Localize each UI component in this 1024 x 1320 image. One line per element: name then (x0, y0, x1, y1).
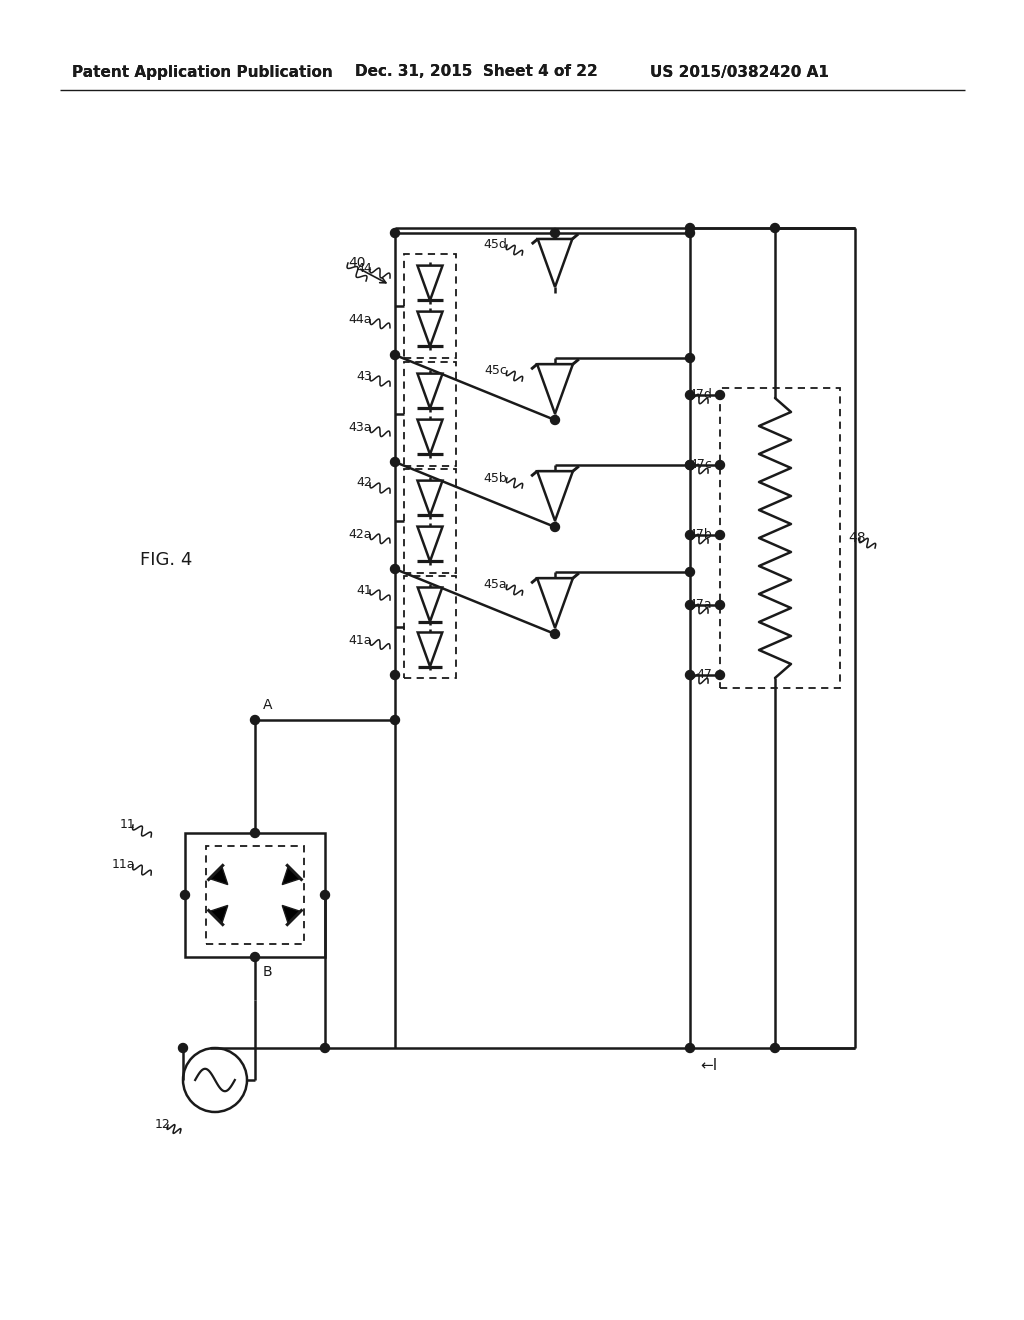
Polygon shape (418, 312, 442, 346)
Circle shape (685, 461, 694, 470)
Text: 11: 11 (119, 818, 135, 832)
Text: A: A (263, 698, 272, 711)
Circle shape (321, 891, 330, 899)
Text: US 2015/0382420 A1: US 2015/0382420 A1 (650, 65, 828, 79)
Circle shape (551, 523, 559, 532)
Text: 12: 12 (155, 1118, 170, 1131)
Text: 47: 47 (696, 668, 712, 681)
Text: Dec. 31, 2015  Sheet 4 of 22: Dec. 31, 2015 Sheet 4 of 22 (355, 65, 598, 79)
Circle shape (770, 223, 779, 232)
Polygon shape (538, 239, 572, 286)
Text: 47a: 47a (688, 598, 712, 611)
Text: Dec. 31, 2015  Sheet 4 of 22: Dec. 31, 2015 Sheet 4 of 22 (355, 65, 598, 79)
Bar (404, 469, 456, 573)
Polygon shape (418, 265, 442, 301)
Text: Patent Application Publication: Patent Application Publication (72, 65, 333, 79)
Circle shape (390, 671, 399, 680)
Circle shape (251, 715, 259, 725)
Text: B: B (263, 965, 272, 979)
Text: 41: 41 (356, 583, 372, 597)
Text: 43: 43 (356, 370, 372, 383)
Circle shape (685, 223, 694, 232)
Text: Patent Application Publication: Patent Application Publication (72, 65, 333, 79)
Text: 44: 44 (356, 261, 372, 275)
Polygon shape (418, 632, 442, 667)
Circle shape (685, 568, 694, 577)
Circle shape (551, 228, 559, 238)
Text: 47d: 47d (688, 388, 712, 401)
Polygon shape (538, 471, 572, 521)
Circle shape (390, 458, 399, 466)
Circle shape (685, 461, 694, 470)
Circle shape (716, 671, 725, 680)
Text: 42: 42 (356, 477, 372, 490)
Circle shape (685, 531, 694, 540)
Circle shape (685, 601, 694, 610)
Circle shape (251, 829, 259, 837)
Circle shape (685, 671, 694, 680)
Circle shape (180, 891, 189, 899)
Polygon shape (418, 374, 442, 408)
Text: FIG. 4: FIG. 4 (140, 550, 193, 569)
Circle shape (251, 953, 259, 961)
Text: 45c: 45c (484, 364, 507, 378)
Text: 42a: 42a (348, 528, 372, 541)
Circle shape (551, 630, 559, 639)
Polygon shape (210, 866, 227, 884)
Circle shape (178, 1044, 187, 1052)
Bar (720, 388, 840, 688)
Circle shape (770, 1044, 779, 1052)
Polygon shape (538, 364, 572, 413)
Polygon shape (418, 480, 442, 515)
Bar (206, 846, 304, 944)
Text: 47b: 47b (688, 528, 712, 541)
Text: 43a: 43a (348, 421, 372, 434)
Text: 44a: 44a (348, 313, 372, 326)
Circle shape (390, 351, 399, 359)
Circle shape (390, 565, 399, 573)
Polygon shape (538, 578, 572, 628)
Circle shape (685, 228, 694, 238)
Circle shape (716, 461, 725, 470)
Polygon shape (418, 587, 442, 622)
Circle shape (716, 601, 725, 610)
Circle shape (685, 354, 694, 363)
Polygon shape (418, 420, 442, 454)
Bar (185, 833, 325, 957)
Text: 41a: 41a (348, 634, 372, 647)
Polygon shape (210, 906, 227, 924)
Text: 45d: 45d (483, 239, 507, 252)
Bar (404, 362, 456, 466)
Text: 45b: 45b (483, 471, 507, 484)
Circle shape (685, 1044, 694, 1052)
Text: 40: 40 (348, 256, 366, 271)
Text: 11a: 11a (112, 858, 135, 871)
Circle shape (716, 531, 725, 540)
Polygon shape (283, 866, 300, 884)
Circle shape (551, 416, 559, 425)
Text: US 2015/0382420 A1: US 2015/0382420 A1 (650, 65, 828, 79)
Circle shape (716, 391, 725, 400)
Text: ←I: ←I (700, 1059, 717, 1073)
Circle shape (390, 715, 399, 725)
Text: 47c: 47c (689, 458, 712, 471)
Text: 45a: 45a (483, 578, 507, 591)
Bar (404, 576, 456, 678)
Bar (404, 253, 456, 358)
Polygon shape (418, 527, 442, 561)
Text: 48: 48 (848, 531, 865, 545)
Circle shape (321, 1044, 330, 1052)
Polygon shape (283, 906, 300, 924)
Circle shape (390, 228, 399, 238)
Circle shape (685, 391, 694, 400)
